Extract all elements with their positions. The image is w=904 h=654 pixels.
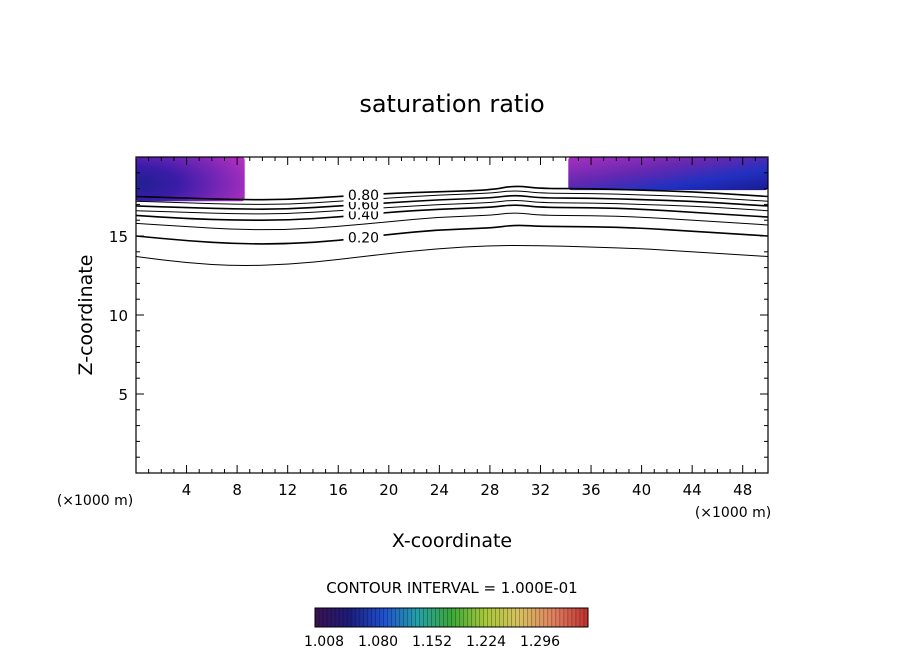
colorbar-tick-label: 1.080 [358,634,398,650]
y-tick-label: 10 [109,307,128,325]
x-tick-label: 20 [379,481,398,499]
chart-title: saturation ratio [359,90,544,118]
contour-line [135,185,769,201]
contour-lines [135,185,769,266]
x-unit-right: (×1000 m) [695,505,771,521]
contour-line [135,204,769,222]
contour-line [135,224,769,245]
x-ticks: 4 8 12 16 20 24 28 32 36 40 44 48 [148,157,756,499]
x-tick-label: 28 [480,481,499,499]
x-tick-label: 16 [329,481,348,499]
x-tick-label: 12 [278,481,297,499]
colorbar-tick-label: 1.152 [412,634,452,650]
supersaturated-region [568,157,768,191]
x-tick-label: 32 [531,481,550,499]
contour-line [135,190,769,205]
colorbar-stripes [318,608,585,627]
x-tick-label: 36 [581,481,600,499]
x-tick-label: 4 [182,481,192,499]
x-tick-label: 48 [733,481,752,499]
contour-label: 0.20 [348,231,379,247]
contour-line [135,244,769,266]
contour-label: 0.40 [348,208,379,224]
contour-line [135,199,769,215]
contour-labels: 0.200.400.600.80 [343,187,384,247]
x-axis-label: X-coordinate [392,530,512,552]
contour-label-bg [343,187,384,202]
y-axis-label: Z-coordinate [75,255,97,376]
x-tick-label: 44 [683,481,702,499]
colorbar-ticks: 1.008 1.080 1.152 1.224 1.296 [304,634,560,650]
contour-label-bg [343,230,384,245]
supersaturated-region [136,157,245,202]
contour-line [135,212,769,231]
y-ticks: 5 10 15 [109,172,768,458]
x-tick-label: 40 [632,481,651,499]
colorbar-tick-label: 1.008 [304,634,344,650]
y-tick-label: 5 [118,386,128,404]
supersaturated-regions [136,157,768,202]
y-tick-label: 15 [109,228,128,246]
x-tick-label: 24 [430,481,449,499]
x-tick-label: 8 [232,481,242,499]
colorbar-tick-label: 1.224 [466,634,506,650]
contour-label: 0.80 [348,188,379,204]
contour-line [135,194,769,210]
contour-interval-text: CONTOUR INTERVAL = 1.000E-01 [326,579,577,597]
colorbar-tick-label: 1.296 [520,634,560,650]
x-unit-left: (×1000 m) [57,493,133,509]
